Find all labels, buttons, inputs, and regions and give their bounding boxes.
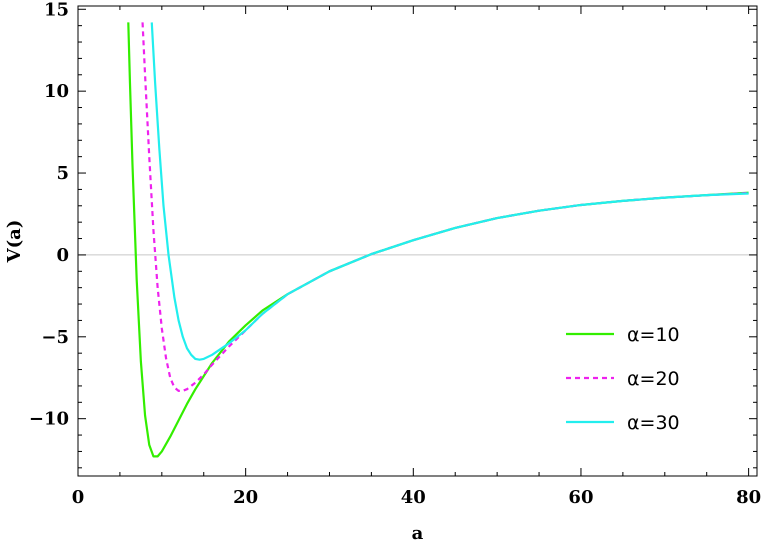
x-axis-label: a <box>412 523 424 544</box>
x-tick-label: 80 <box>736 487 761 508</box>
y-tick-label: 10 <box>44 81 69 102</box>
y-tick-label: 0 <box>56 245 69 266</box>
x-tick-label: 20 <box>233 487 258 508</box>
x-tick-label: 40 <box>401 487 426 508</box>
x-tick-label: 0 <box>72 487 85 508</box>
y-tick-label: 15 <box>44 0 69 20</box>
y-tick-label: −5 <box>41 327 69 348</box>
series-layer <box>127 22 749 458</box>
y-tick-label: −10 <box>29 409 69 430</box>
series-line-1 <box>127 22 749 458</box>
ticks-layer: 0 20 40 60 80 −10 −5 0 5 10 15 <box>29 0 761 508</box>
y-axis-label: V(a) <box>4 220 25 264</box>
y-tick-label: 5 <box>56 163 69 184</box>
plot-frame <box>77 5 758 477</box>
legend: α=10 α=20 α=30 <box>566 324 680 434</box>
legend-label-2: α=20 <box>627 368 680 390</box>
series-line-3 <box>150 22 749 361</box>
legend-label-1: α=10 <box>627 324 680 346</box>
legend-label-3: α=30 <box>627 412 680 434</box>
x-tick-label: 60 <box>568 487 593 508</box>
